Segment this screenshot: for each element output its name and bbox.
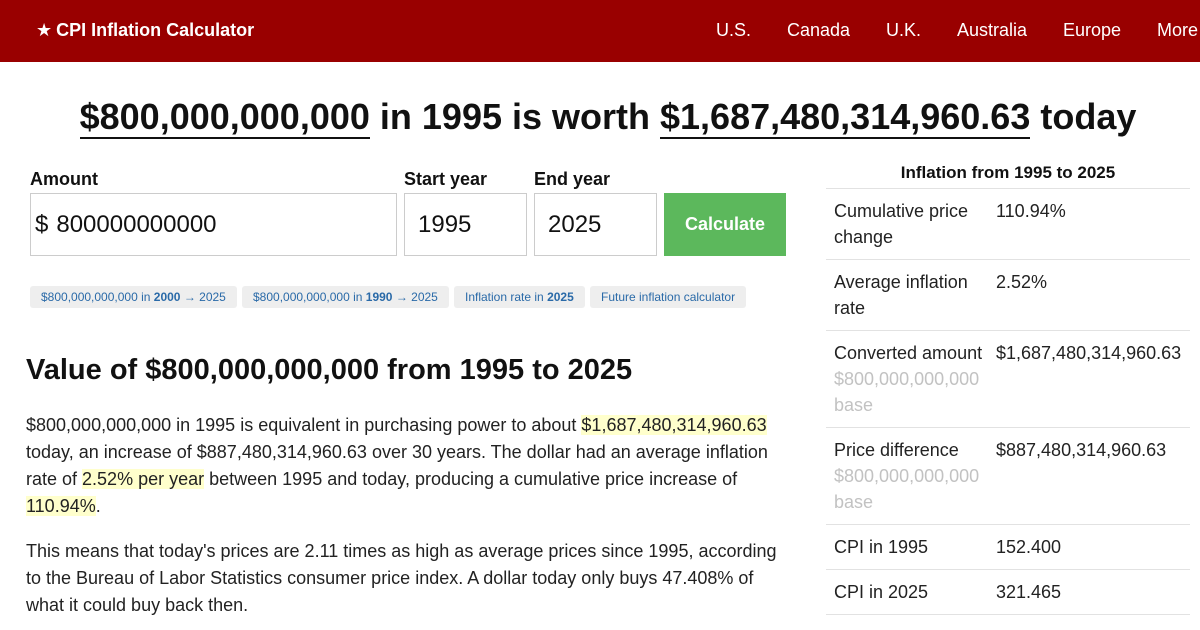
nav-menu: U.S. Canada U.K. Australia Europe More bbox=[0, 20, 1200, 44]
end-year-label: End year bbox=[534, 169, 611, 189]
headline-result: $1,687,480,314,960.63 bbox=[660, 96, 1031, 139]
start-year-input[interactable] bbox=[418, 210, 526, 239]
nav-item-more[interactable]: More bbox=[1157, 20, 1199, 40]
amount-input[interactable] bbox=[56, 210, 396, 239]
table-row: Price difference $800,000,000,000 base $… bbox=[826, 428, 1190, 525]
para-text: today, an increase of $887,480,314,960.6… bbox=[26, 442, 768, 489]
headline-amount: $800,000,000,000 bbox=[79, 96, 370, 139]
chip-year: 2025 bbox=[547, 290, 574, 304]
end-year-field[interactable] bbox=[534, 193, 657, 256]
amount-label: Amount bbox=[30, 169, 98, 189]
row-label-group: Converted amount $800,000,000,000 base bbox=[834, 340, 996, 418]
row-value: 110.94% bbox=[996, 201, 1066, 221]
table-row: Cumulative price change 110.94% bbox=[826, 189, 1190, 260]
headline-mid: in 1995 is worth bbox=[369, 96, 660, 137]
headline-tail: today bbox=[1030, 96, 1137, 137]
top-navbar: ★ CPI Inflation Calculator U.S. Canada U.… bbox=[0, 0, 1200, 62]
para-text: $800,000,000,000 in 1995 is equivalent i… bbox=[26, 415, 582, 435]
row-sublabel: $800,000,000,000 base bbox=[834, 466, 980, 512]
chip-2000-link[interactable]: $800,000,000,000 in 2000 → 2025 bbox=[30, 286, 237, 308]
highlight-result: $1,687,480,314,960.63 bbox=[581, 415, 767, 435]
para-text: between 1995 and today, producing a cumu… bbox=[204, 469, 738, 489]
chip-text: → 2025 bbox=[180, 290, 226, 304]
brand-link[interactable]: ★ CPI Inflation Calculator bbox=[36, 20, 254, 41]
row-sublabel: $800,000,000,000 base bbox=[834, 369, 980, 415]
nav-item-us[interactable]: U.S. bbox=[716, 20, 752, 40]
row-label: CPI in 2025 bbox=[834, 582, 929, 602]
chip-text: Inflation rate in bbox=[465, 290, 548, 304]
start-year-label: Start year bbox=[404, 169, 488, 189]
nav-item-europe[interactable]: Europe bbox=[1063, 20, 1122, 40]
chip-text: → 2025 bbox=[392, 290, 438, 304]
currency-symbol: $ bbox=[35, 210, 49, 238]
table-row: Converted amount $800,000,000,000 base $… bbox=[826, 331, 1190, 428]
calculate-button[interactable]: Calculate bbox=[664, 193, 786, 256]
row-label: Cumulative price change bbox=[834, 201, 969, 247]
row-value: 321.465 bbox=[996, 582, 1062, 602]
para-text: . bbox=[95, 496, 101, 516]
row-label: CPI in 1995 bbox=[834, 537, 929, 557]
table-title: Inflation from 1995 to 2025 bbox=[826, 163, 1190, 189]
row-value: 152.400 bbox=[996, 537, 1062, 557]
row-label: Average inflation rate bbox=[834, 272, 968, 318]
summary-paragraph: $800,000,000,000 in 1995 is equivalent i… bbox=[26, 412, 786, 520]
row-value: $1,687,480,314,960.63 bbox=[996, 343, 1182, 363]
cpi-paragraph: This means that today's prices are 2.11 … bbox=[26, 541, 777, 615]
nav-item-australia[interactable]: Australia bbox=[957, 20, 1028, 40]
chip-1990-link[interactable]: $800,000,000,000 in 1990 → 2025 bbox=[242, 286, 449, 308]
inflation-summary-table: Inflation from 1995 to 2025 Cumulative p… bbox=[826, 163, 1190, 615]
highlight-rate: 2.52% per year bbox=[82, 469, 205, 489]
row-label-group: Price difference $800,000,000,000 base bbox=[834, 437, 996, 515]
table-row: CPI in 1995 152.400 bbox=[826, 525, 1190, 570]
nav-item-uk[interactable]: U.K. bbox=[886, 20, 922, 40]
start-year-field[interactable] bbox=[404, 193, 527, 256]
row-label: Converted amount bbox=[834, 343, 983, 363]
section-title: Value of $800,000,000,000 from 1995 to 2… bbox=[26, 354, 633, 386]
table-row: CPI in 2025 321.465 bbox=[826, 570, 1190, 615]
chip-year: 2000 bbox=[153, 290, 181, 304]
page-headline: $800,000,000,000 in 1995 is worth $1,687… bbox=[0, 96, 1200, 139]
table-row: Average inflation rate 2.52% bbox=[826, 260, 1190, 331]
chip-text: $800,000,000,000 in bbox=[41, 290, 154, 304]
row-value: $887,480,314,960.63 bbox=[996, 440, 1167, 460]
row-value: 2.52% bbox=[996, 272, 1048, 292]
nav-item-canada[interactable]: Canada bbox=[787, 20, 851, 40]
chip-text: Future inflation calculator bbox=[601, 290, 736, 304]
chip-year: 1990 bbox=[365, 290, 393, 304]
highlight-cumulative: 110.94% bbox=[26, 496, 96, 516]
star-icon: ★ bbox=[36, 20, 53, 40]
brand-title: CPI Inflation Calculator bbox=[56, 20, 255, 40]
chip-inflation-rate-link[interactable]: Inflation rate in 2025 bbox=[454, 286, 585, 308]
chip-text: $800,000,000,000 in bbox=[253, 290, 366, 304]
amount-field[interactable]: $ bbox=[30, 193, 397, 256]
chip-future-calculator-link[interactable]: Future inflation calculator bbox=[590, 286, 747, 308]
end-year-input[interactable] bbox=[548, 210, 656, 239]
row-label: Price difference bbox=[834, 440, 959, 460]
